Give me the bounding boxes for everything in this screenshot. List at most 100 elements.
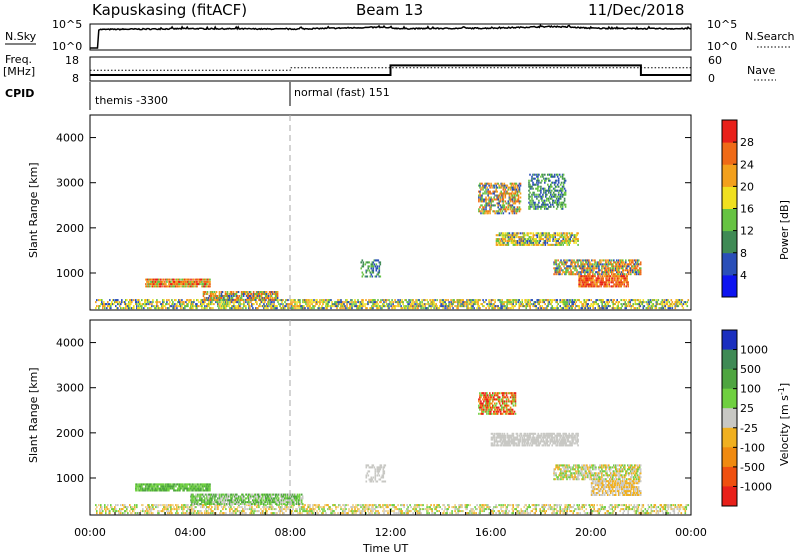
- scatter-cell: [553, 273, 555, 276]
- scatter-cell: [500, 192, 502, 195]
- scatter-cell: [557, 193, 560, 196]
- scatter-cell: [576, 259, 578, 262]
- scatter-cell: [334, 303, 336, 306]
- scatter-cell: [382, 504, 384, 507]
- scatter-cell: [475, 508, 477, 511]
- scatter-cell: [612, 275, 614, 278]
- scatter-cell: [616, 279, 618, 282]
- scatter-cell: [524, 234, 527, 237]
- scatter-cell: [522, 238, 525, 241]
- scatter-cell: [325, 305, 327, 308]
- scatter-cell: [489, 206, 491, 209]
- scatter-cell: [360, 506, 362, 509]
- scatter-cell: [241, 510, 243, 513]
- scatter-cell: [487, 212, 489, 215]
- scatter-cell: [208, 278, 210, 281]
- scatter-cell: [504, 192, 507, 195]
- y-tick-label: 4000: [56, 132, 84, 145]
- scatter-cell: [511, 303, 513, 306]
- scatter-cell: [128, 305, 130, 308]
- scatter-cell: [621, 265, 623, 268]
- scatter-cell: [201, 285, 203, 288]
- scatter-cell: [466, 307, 468, 310]
- scatter-cell: [227, 298, 230, 301]
- scatter-cell: [561, 193, 564, 196]
- scatter-cell: [514, 234, 517, 237]
- scatter-cell: [174, 303, 176, 306]
- scatter-cell: [267, 298, 270, 301]
- scatter-cell: [610, 271, 612, 274]
- scatter-cell: [548, 199, 550, 202]
- scatter-cell: [570, 305, 572, 308]
- scatter-cell: [458, 506, 460, 509]
- scatter-cell: [220, 504, 222, 507]
- scatter-cell: [549, 179, 551, 182]
- scatter-cell: [225, 303, 227, 306]
- scatter-cell: [461, 305, 463, 308]
- scatter-cell: [552, 175, 555, 178]
- scatter-cell: [445, 303, 447, 306]
- scatter-cell: [575, 234, 577, 237]
- scatter-cell: [488, 508, 490, 511]
- scatter-cell: [251, 297, 254, 299]
- scatter-cell: [372, 299, 374, 302]
- scatter-cell: [602, 307, 604, 310]
- scatter-cell: [532, 183, 534, 186]
- scatter-cell: [204, 291, 207, 293]
- scatter-cell: [517, 301, 519, 304]
- scatter-cell: [557, 273, 559, 276]
- scatter-cell: [123, 307, 125, 310]
- scatter-cell: [317, 307, 319, 310]
- scatter-cell: [637, 273, 640, 276]
- noise-left-tick-top: 10^5: [52, 18, 82, 31]
- scatter-cell: [556, 301, 558, 304]
- scatter-cell: [668, 305, 671, 308]
- scatter-cell: [650, 305, 653, 308]
- scatter-cell: [249, 293, 252, 295]
- scatter-cell: [399, 512, 401, 515]
- scatter-cell: [559, 271, 561, 274]
- scatter-cell: [260, 291, 263, 293]
- scatter-cell: [596, 277, 598, 280]
- scatter-cell: [557, 243, 559, 246]
- scatter-cell: [193, 510, 195, 513]
- scatter-cell: [572, 301, 574, 304]
- scatter-cell: [601, 305, 603, 308]
- scatter-cell: [461, 510, 463, 513]
- scatter-cell: [509, 301, 511, 304]
- scatter-cell: [343, 504, 345, 507]
- scatter-cell: [186, 299, 188, 302]
- scatter-cell: [261, 291, 264, 293]
- scatter-cell: [457, 510, 459, 513]
- scatter-cell: [179, 301, 181, 304]
- scatter-cell: [218, 293, 221, 295]
- scatter-cell: [166, 504, 168, 507]
- scatter-cell: [574, 238, 576, 241]
- scatter-cell: [232, 305, 234, 308]
- scatter-cell: [327, 299, 329, 302]
- scatter-cell: [622, 263, 624, 266]
- scatter-cell: [374, 275, 377, 278]
- scatter-cell: [364, 263, 367, 266]
- scatter-cell: [103, 301, 105, 304]
- scatter-cell: [416, 510, 418, 513]
- scatter-cell: [417, 303, 419, 306]
- scatter-cell: [582, 259, 584, 262]
- scatter-cell: [498, 243, 501, 246]
- scatter-cell: [513, 232, 516, 235]
- scatter-cell: [525, 240, 528, 242]
- scatter-cell: [436, 307, 438, 310]
- scatter-cell: [175, 278, 177, 281]
- scatter-cell: [499, 204, 501, 207]
- scatter-cell: [684, 301, 687, 304]
- scatter-cell: [267, 297, 270, 299]
- scatter-cell: [561, 195, 564, 198]
- scatter-cell: [461, 299, 463, 302]
- scatter-cell: [111, 508, 113, 511]
- scatter-cell: [379, 305, 381, 308]
- scatter-cell: [526, 512, 528, 515]
- scatter-cell: [127, 512, 129, 515]
- scatter-cell: [551, 195, 553, 198]
- scatter-cell: [623, 299, 625, 302]
- scatter-cell: [660, 301, 663, 304]
